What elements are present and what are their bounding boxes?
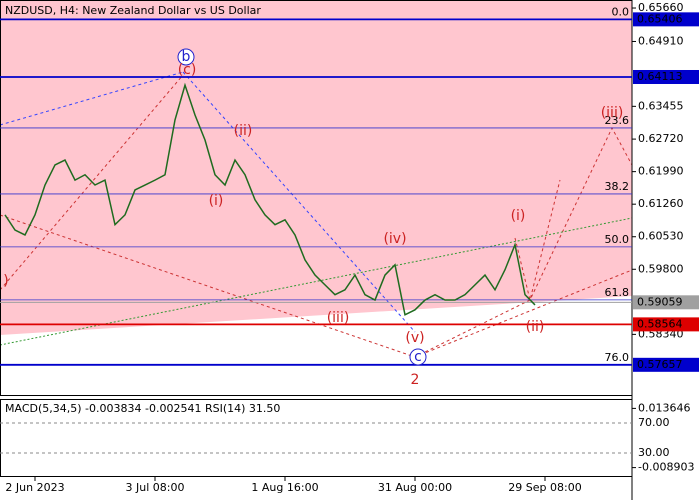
price-line-series (4, 82, 536, 316)
x-tick-label: 29 Sep 08:00 (508, 481, 581, 494)
fib-label: 23.6 (605, 114, 630, 127)
wave-label: (iv) (383, 231, 406, 247)
price-box-label: 0.65406 (637, 12, 683, 25)
fib-label: 61.8 (605, 286, 630, 299)
wave-circle (177, 48, 195, 66)
wave-circle (409, 348, 427, 366)
y-tick-label: 70.00 (638, 416, 670, 429)
y-tick-label: 0.60530 (638, 230, 684, 243)
price-box (633, 69, 699, 84)
price-box (633, 12, 699, 27)
y-tick-label: 0.61260 (638, 197, 684, 210)
y-tick-label: 30.00 (638, 446, 670, 459)
price-box (633, 317, 699, 332)
wave-label: (iii) (327, 310, 350, 326)
price-box (633, 357, 699, 372)
wave-label: c (414, 349, 422, 365)
chart-title: NZDUSD, H4: New Zealand Dollar vs US Dol… (5, 4, 261, 17)
wave-label: (iii) (601, 105, 624, 121)
wave-label: (ii) (234, 123, 253, 139)
y-tick-label: 0.65660 (638, 1, 684, 14)
price-box-label: 0.59059 (637, 295, 683, 308)
wave-label: (c) (178, 62, 197, 78)
wave-label: (i) (511, 208, 526, 224)
fib-label: 76.0 (605, 351, 630, 364)
fib-label: 50.0 (605, 233, 630, 246)
price-box (633, 295, 699, 310)
y2-tick-label: -0.008903 (638, 461, 694, 474)
x-tick-label: 31 Aug 00:00 (378, 481, 452, 494)
y-tick-label: 0.59800 (638, 262, 684, 275)
y-tick-label: 0.62720 (638, 132, 684, 145)
fib-label: 0.0 (612, 5, 630, 18)
y-tick-label: 0.64910 (638, 34, 684, 47)
x-tick-label: 2 Jun 2023 (5, 481, 64, 494)
fib-label: 38.2 (605, 180, 630, 193)
price-box-label: 0.64113 (637, 70, 683, 83)
wave-label: b (182, 49, 191, 65)
wave-label: (i) (209, 193, 224, 209)
y-tick-label: 0.61990 (638, 165, 684, 178)
wave-label: ) (3, 273, 8, 289)
wave-label: 2 (411, 372, 420, 388)
x-tick-label: 3 Jul 08:00 (126, 481, 185, 494)
indicator-title: MACD(5,34,5) -0.003834 -0.002541 RSI(14)… (5, 402, 280, 415)
x-tick-label: 1 Aug 16:00 (251, 481, 318, 494)
y2-tick-label: 0.013646 (638, 401, 691, 414)
price-box-label: 0.57657 (637, 358, 683, 371)
zone (0, 0, 632, 335)
wave-label: (ii) (526, 319, 545, 335)
price-box-label: 0.58564 (637, 317, 683, 330)
y-tick-label: 0.63455 (638, 99, 684, 112)
wave-label: (v) (405, 330, 424, 346)
